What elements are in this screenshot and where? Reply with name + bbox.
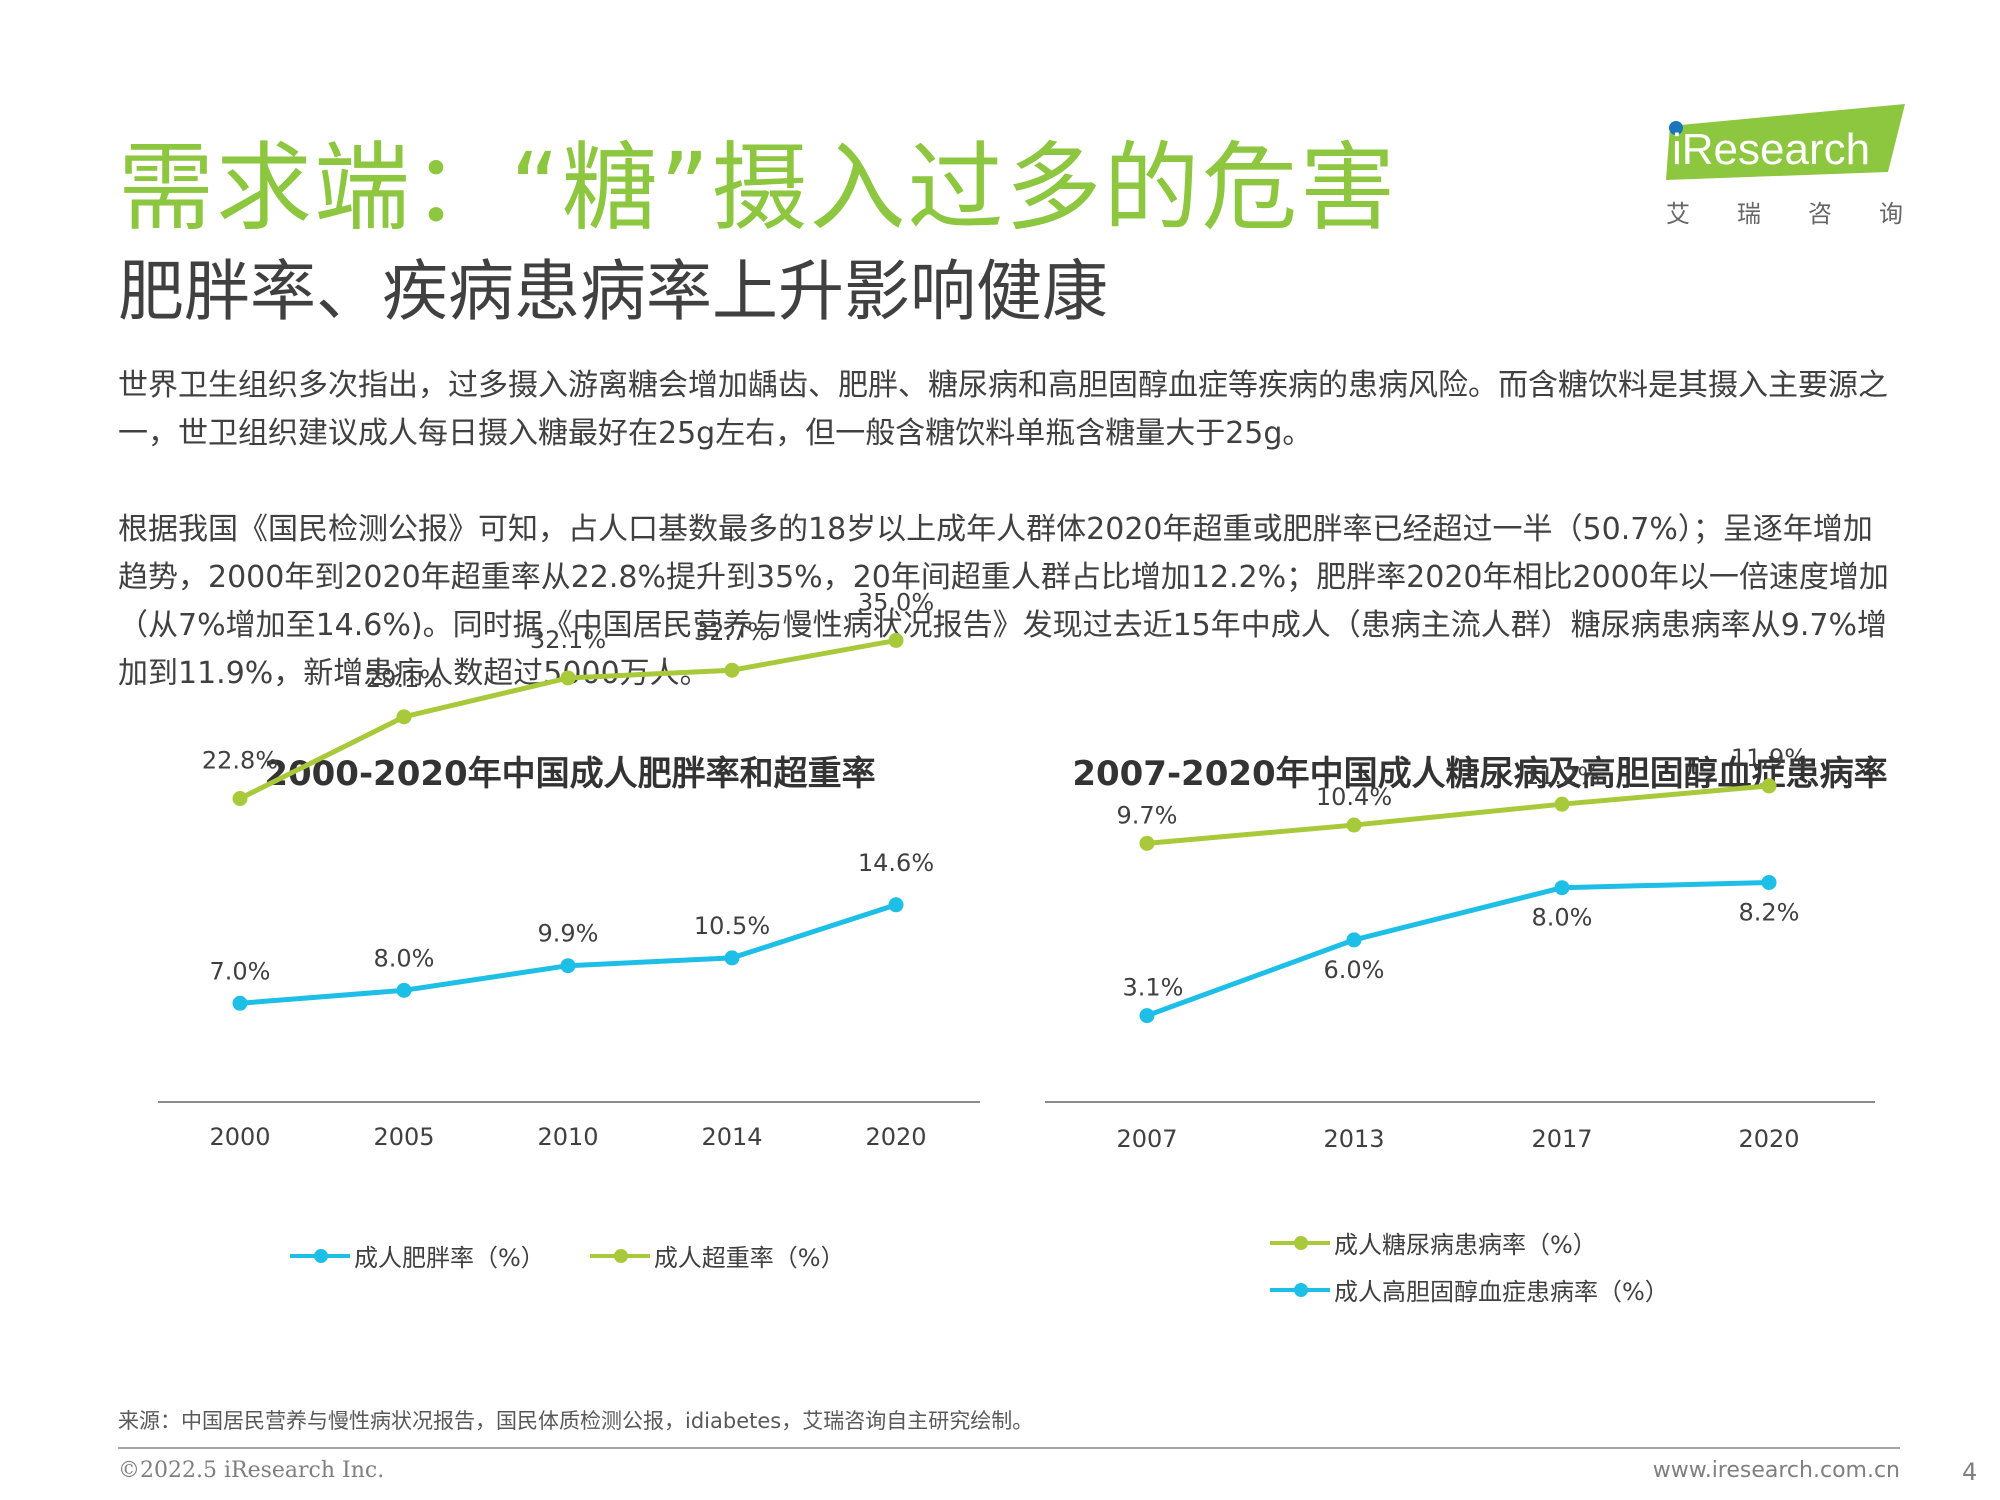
legend-item-obesity: 成人肥胖率（%）	[290, 1238, 545, 1273]
chart1-data-point	[560, 958, 576, 974]
chart1-title: 2000-2020年中国成人肥胖率和超重率	[264, 754, 876, 794]
chart2-data-label: 11.2%	[1524, 762, 1600, 790]
legend-label: 成人肥胖率（%）	[354, 1244, 545, 1272]
chart1-data-point	[724, 950, 740, 966]
chart2-data-label: 8.0%	[1532, 904, 1593, 932]
footer-divider	[118, 1447, 1900, 1449]
chart2-data-point	[1554, 880, 1570, 896]
logo-cn-char-4: 询	[1879, 200, 1903, 228]
chart1-data-label: 32.1%	[530, 626, 606, 654]
logo-cn-char-3: 咨	[1808, 200, 1832, 228]
chart1-data-point	[888, 897, 904, 913]
footer-copyright: ©2022.5 iResearch Inc.	[118, 1458, 385, 1483]
chart2-data-label: 9.7%	[1117, 801, 1178, 829]
chart1-data-label: 9.9%	[538, 920, 599, 948]
chart1-x-tick-label: 2010	[537, 1123, 598, 1151]
chart2-x-tick-label: 2017	[1531, 1125, 1592, 1153]
chart1-x-tick-label: 2014	[701, 1123, 762, 1151]
chart1-data-point	[396, 982, 412, 998]
iresearch-logo: iResearch 艾 瑞 咨 询	[1666, 104, 1905, 228]
chart1-x-tick-label: 2000	[209, 1123, 270, 1151]
legend-line-icon	[1270, 1235, 1330, 1250]
chart1-legend: 成人肥胖率（%） 成人超重率（%）	[290, 1238, 845, 1273]
chart2-x-tick-label: 2020	[1738, 1125, 1799, 1153]
chart1-data-label: 14.6%	[858, 849, 934, 877]
legend-item-overweight: 成人超重率（%）	[589, 1238, 845, 1273]
legend-item-diabetes: 成人糖尿病患病率（%）	[1270, 1225, 1669, 1260]
chart1-data-label: 8.0%	[374, 944, 435, 972]
legend-line-icon	[290, 1248, 350, 1263]
chart2-x-tick-label: 2007	[1116, 1125, 1177, 1153]
source-note: 来源：中国居民营养与慢性病状况报告，国民体质检测公报，idiabetes，艾瑞咨…	[118, 1409, 1034, 1433]
intro-paragraph: 世界卫生组织多次指出，过多摄入游离糖会增加龋齿、肥胖、糖尿病和高胆固醇血症等疾病…	[118, 368, 1888, 451]
chart2-data-label: 11.9%	[1731, 744, 1807, 772]
chart2-data-point	[1761, 778, 1777, 794]
legend-line-icon	[1270, 1282, 1330, 1297]
chart1-data-point	[560, 670, 576, 686]
data-paragraph: 根据我国《国民检测公报》可知，占人口基数最多的18岁以上成年人群体2020年超重…	[118, 512, 1889, 691]
chart2-data-label: 8.2%	[1739, 898, 1800, 926]
chart1-data-label: 22.8%	[202, 747, 278, 775]
legend-label: 成人超重率（%）	[653, 1244, 845, 1272]
chart1-data-point	[232, 995, 248, 1011]
chart2-legend: 成人糖尿病患病率（%） 成人高胆固醇血症患病率（%）	[1270, 1225, 1669, 1307]
page-title: 需求端：“糖”摄入过多的危害	[118, 132, 1398, 244]
logo-cn-char-1: 艾	[1666, 200, 1690, 228]
chart1-data-point	[232, 791, 248, 807]
page-number: 4	[1962, 1458, 1978, 1486]
chart2-series-line	[1146, 783, 1770, 846]
chart2-data-point	[1139, 835, 1155, 851]
chart2-data-point	[1761, 874, 1777, 890]
chart2-data-point	[1554, 796, 1570, 812]
chart2-data-point	[1346, 817, 1362, 833]
chart1-data-label: 32.7%	[694, 618, 770, 646]
chart2-x-tick-label: 2013	[1323, 1125, 1384, 1153]
legend-line-icon	[589, 1248, 650, 1263]
logo-dot-icon	[1669, 121, 1683, 135]
footer-url[interactable]: www.iresearch.com.cn	[1652, 1458, 1900, 1483]
page-subtitle: 肥胖率、疾病患病率上升影响健康	[118, 253, 1108, 330]
chart1-x-tick-label: 2020	[865, 1123, 926, 1151]
chart2-data-point	[1139, 1008, 1155, 1024]
legend-label: 成人糖尿病患病率（%）	[1334, 1231, 1597, 1259]
chart1-data-label: 7.0%	[210, 957, 271, 985]
chart1-series-line	[238, 637, 897, 801]
legend-label: 成人高胆固醇血症患病率（%）	[1334, 1278, 1669, 1306]
chart1-data-point	[724, 662, 740, 678]
chart1-x-tick-label: 2005	[373, 1123, 434, 1151]
legend-item-cholesterol: 成人高胆固醇血症患病率（%）	[1270, 1272, 1669, 1307]
logo-brand-text: iResearch	[1672, 125, 1870, 174]
chart1-data-label: 35.0%	[858, 588, 934, 616]
chart1-data-label: 10.5%	[694, 912, 770, 940]
chart2-data-label: 6.0%	[1324, 956, 1385, 984]
logo-cn-char-2: 瑞	[1737, 200, 1761, 228]
chart1-data-point	[396, 709, 412, 725]
chart2-data-label: 10.4%	[1316, 783, 1392, 811]
chart1-data-point	[888, 632, 904, 648]
chart2-series-line	[1146, 879, 1770, 1018]
logo-green-banner	[1666, 104, 1905, 180]
chart1-data-label: 29.1%	[366, 665, 442, 693]
chart2-data-label: 3.1%	[1123, 974, 1184, 1002]
chart2-data-point	[1346, 932, 1362, 948]
